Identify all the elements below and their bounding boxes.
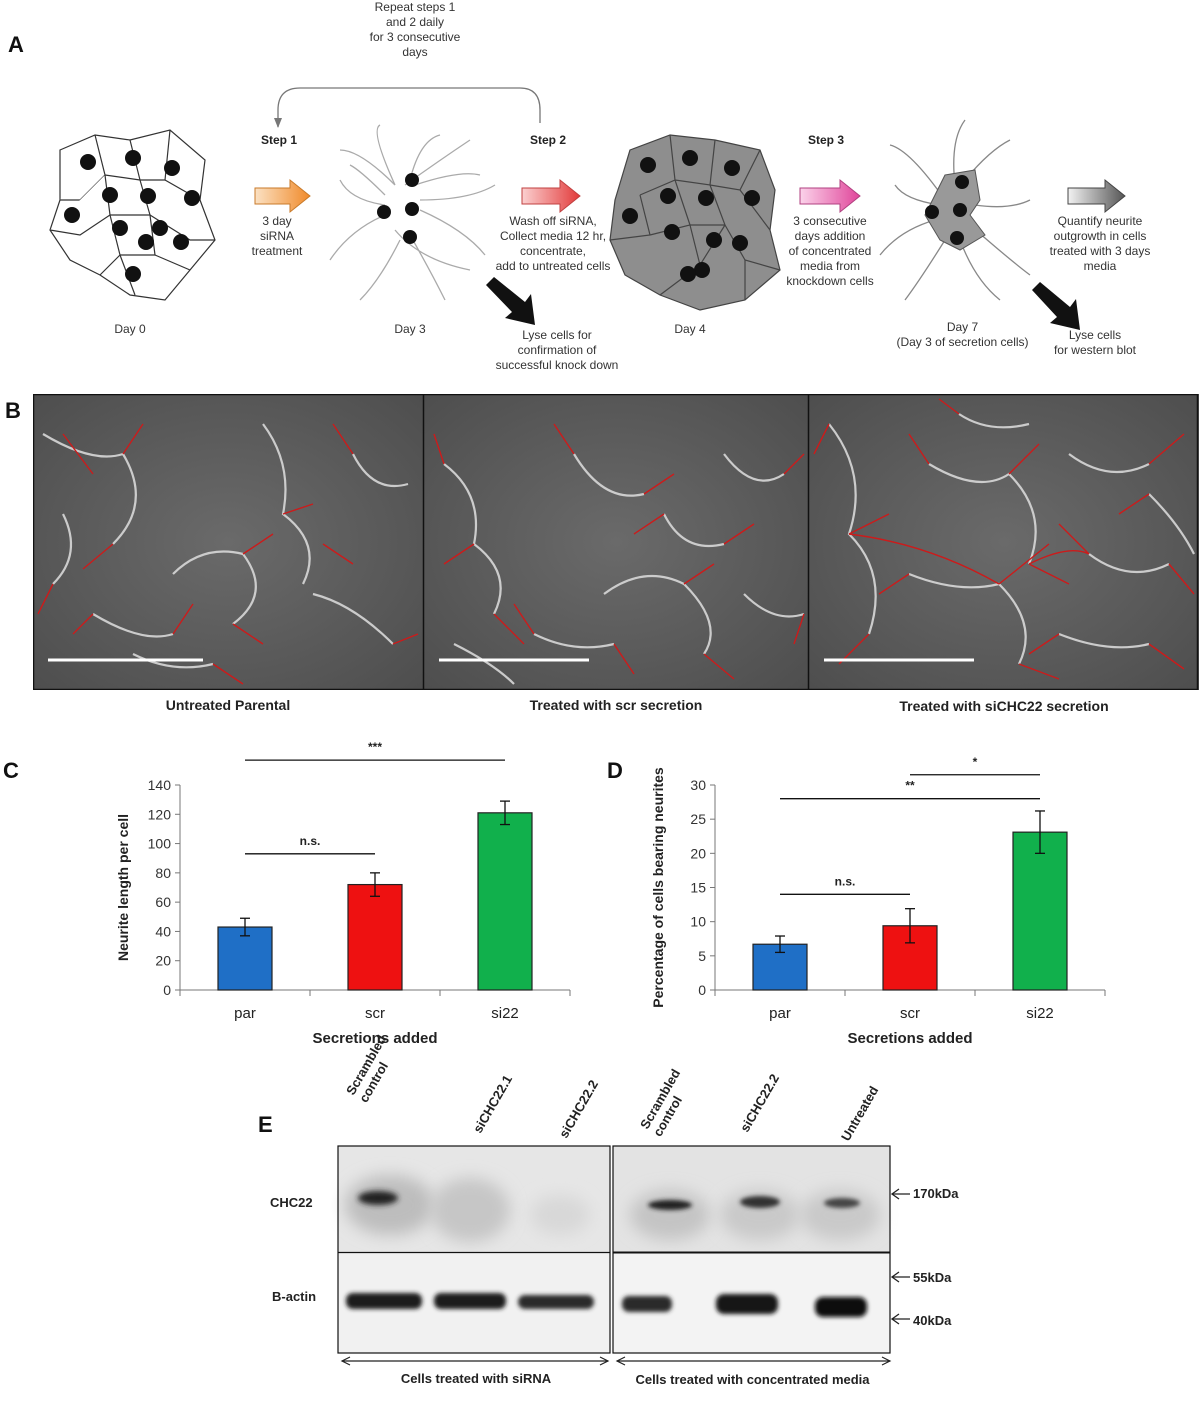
- lyse1-arrow: [486, 277, 535, 325]
- significance-label: n.s.: [835, 874, 856, 888]
- significance-label: n.s.: [300, 834, 321, 848]
- error-bar-scr: [905, 908, 915, 944]
- day3-cells: [329, 124, 496, 301]
- step3-label: Step 3: [808, 133, 845, 147]
- repeat-note: Repeat steps 1 and 2 daily for 3 consecut…: [369, 0, 461, 59]
- micrograph-strip: [33, 394, 1199, 690]
- caption-sichc22: Treated with siCHC22 secretion: [899, 698, 1109, 714]
- step3-arrow: [799, 178, 861, 214]
- micrograph-sichc22: [809, 394, 1199, 690]
- step1-label: Step 1: [261, 133, 298, 147]
- y-axis-title: Percentage of cells bearing neurites: [650, 767, 666, 1008]
- error-bar-par: [775, 935, 785, 954]
- y-tick-label: 0: [163, 982, 171, 998]
- group-label-sirna: Cells treated with siRNA: [400, 1371, 552, 1386]
- western-blot: [337, 1145, 910, 1366]
- marker-55: 55kDa: [913, 1270, 952, 1285]
- x-tick-label-scr: scr: [365, 1005, 385, 1022]
- y-tick-label: 0: [698, 982, 706, 998]
- day3-nuclei: [377, 173, 419, 244]
- caption-untreated: Untreated Parental: [165, 697, 291, 713]
- x-axis-title: Secretions added: [847, 1030, 972, 1047]
- x-axis-title: Secretions added: [312, 1030, 437, 1047]
- panel-c-label: C: [3, 758, 19, 783]
- row-label-chc22: CHC22: [270, 1195, 313, 1210]
- bar-scr: [347, 883, 403, 991]
- step3-description: 3 consecutive days addition of concentrat…: [786, 214, 874, 288]
- caption-scr: Treated with scr secretion: [529, 697, 703, 713]
- x-tick-label-si22: si22: [491, 1005, 519, 1022]
- blot-left-chc22: [338, 1146, 610, 1252]
- x-tick-label-par: par: [769, 1005, 791, 1022]
- y-tick-label: 15: [690, 880, 706, 896]
- lyse2-description: Lyse cells for western blot: [1053, 328, 1137, 357]
- y-tick-label: 20: [155, 953, 171, 969]
- day7-cells: [879, 119, 1031, 301]
- quantify-description: Quantify neurite outgrowth in cells treat…: [1049, 214, 1151, 273]
- lyse2-arrow: [1032, 282, 1080, 330]
- row-label-bactin: B-actin: [272, 1289, 317, 1304]
- panel-e-label: E: [258, 1112, 273, 1137]
- day7-nuclei: [925, 175, 969, 245]
- error-bar-scr: [370, 872, 380, 897]
- day4-label: Day 4: [674, 322, 706, 336]
- blot-left-bactin: [338, 1253, 610, 1353]
- group-brackets: [340, 1356, 892, 1366]
- panel-b-label: B: [5, 398, 21, 423]
- y-tick-label: 25: [690, 811, 706, 827]
- bar-si22: [477, 812, 533, 991]
- step2-label: Step 2: [530, 133, 567, 147]
- micrograph-scr: [424, 394, 808, 690]
- bar-si22: [1012, 831, 1068, 991]
- day0-nuclei: [64, 150, 200, 282]
- step2-arrow: [521, 178, 581, 214]
- x-tick-label-par: par: [234, 1005, 256, 1022]
- micrograph-untreated: [33, 394, 423, 690]
- y-tick-label: 60: [155, 894, 171, 910]
- error-bar-si22: [500, 800, 510, 826]
- y-tick-label: 100: [148, 836, 172, 852]
- group-label-media: Cells treated with concentrated media: [635, 1372, 870, 1387]
- repeat-loop-arrow: [277, 87, 541, 127]
- day0-label: Day 0: [114, 322, 146, 336]
- panel-a-label: A: [8, 32, 24, 57]
- blot-right-chc22: [613, 1146, 890, 1252]
- marker-170: 170kDa: [913, 1186, 959, 1201]
- chart-c: 020406080100120140parscrsi22n.s.****Secr…: [115, 740, 571, 1047]
- panel-a-diagram: [49, 87, 1126, 330]
- error-bar-si22: [1035, 810, 1045, 854]
- x-tick-label-si22: si22: [1026, 1005, 1054, 1022]
- day7-label: Day 7 (Day 3 of secretion cells): [896, 320, 1029, 349]
- significance-label: *: [973, 755, 978, 769]
- y-tick-label: 30: [690, 777, 706, 793]
- y-tick-label: 20: [690, 845, 706, 861]
- y-tick-label: 140: [148, 777, 172, 793]
- y-tick-label: 5: [698, 948, 706, 964]
- bar-par: [217, 926, 273, 991]
- y-tick-label: 40: [155, 923, 171, 939]
- day4-nuclei: [622, 150, 760, 282]
- day3-label: Day 3: [394, 322, 426, 336]
- panel-d-label: D: [607, 758, 623, 783]
- step1-arrow: [254, 178, 311, 214]
- y-tick-label: 10: [690, 914, 706, 930]
- significance-label: ***: [368, 740, 382, 754]
- marker-arrows: [890, 1188, 910, 1325]
- day4-cells: [609, 134, 781, 311]
- step2-description: Wash off siRNA, Collect media 12 hr, conc…: [495, 214, 611, 273]
- error-bar-par: [240, 917, 250, 937]
- y-tick-label: 80: [155, 865, 171, 881]
- lyse1-description: Lyse cells for confirmation of successful …: [495, 328, 619, 372]
- quantify-arrow: [1067, 178, 1126, 214]
- blot-right-bactin: [613, 1253, 890, 1353]
- marker-40: 40kDa: [913, 1313, 952, 1328]
- y-axis-title: Neurite length per cell: [115, 814, 131, 961]
- y-tick-label: 120: [148, 806, 172, 822]
- significance-label: **: [905, 779, 915, 793]
- x-tick-label-scr: scr: [900, 1005, 920, 1022]
- step1-description: 3 day siRNA treatment: [251, 214, 303, 258]
